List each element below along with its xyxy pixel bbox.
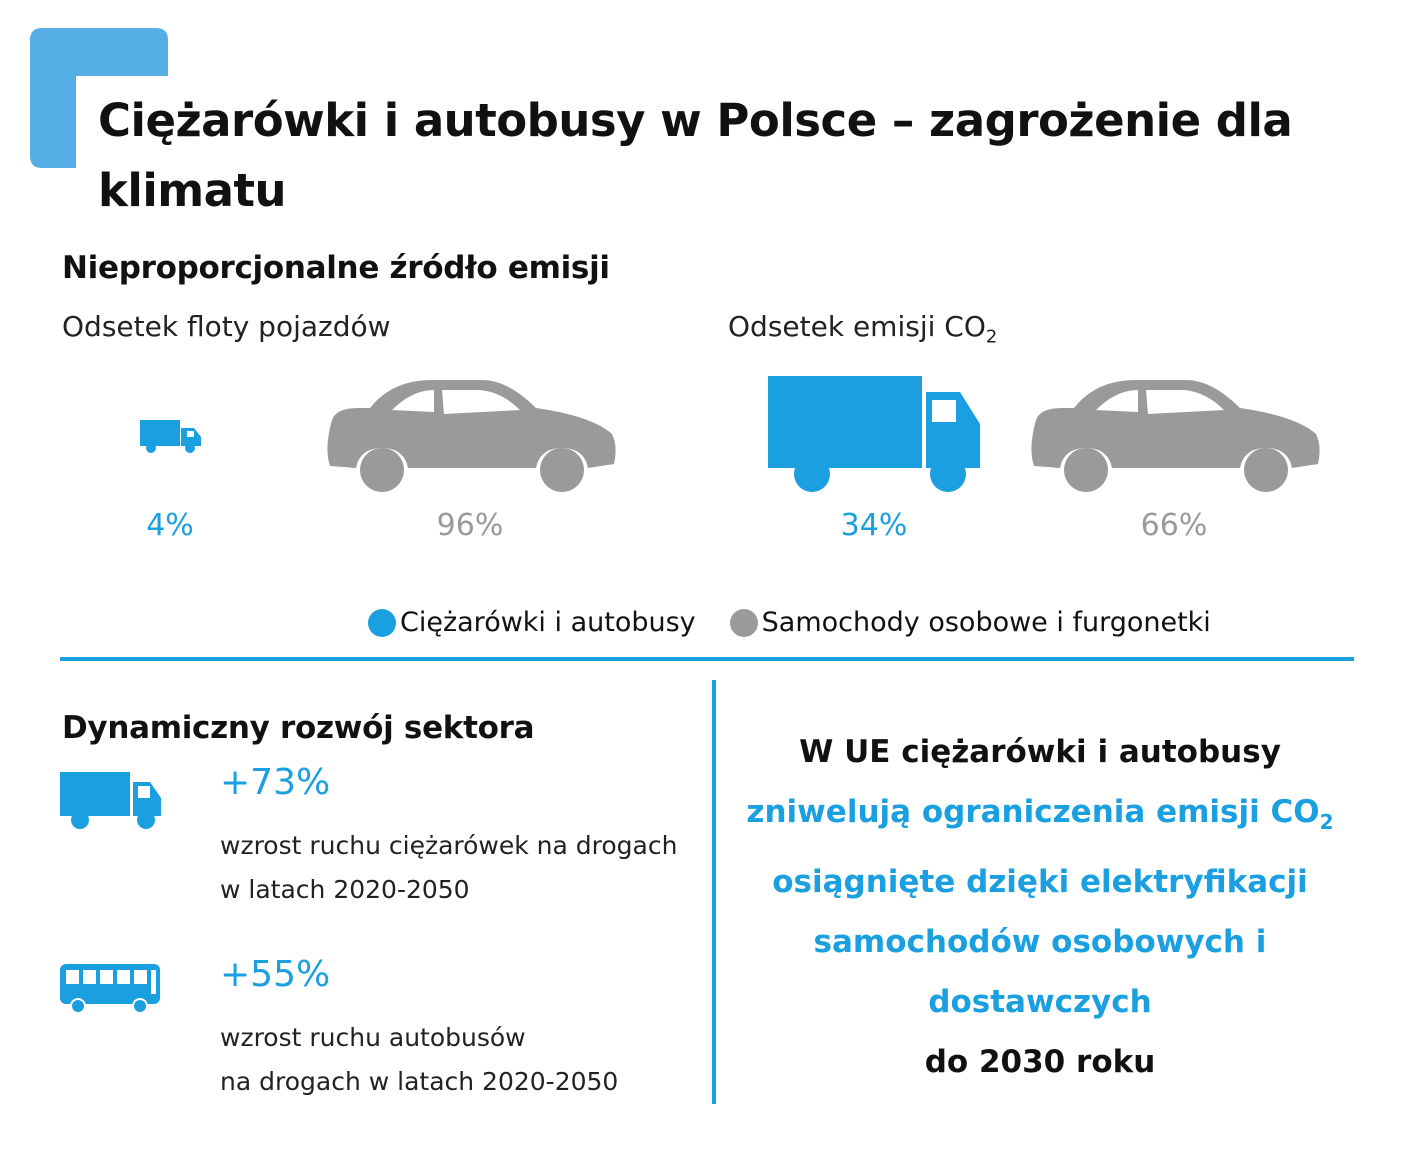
eu-statement-line3: osiągnięte dzięki elektryfikacji bbox=[772, 864, 1308, 901]
eu-statement-line5: dostawczych bbox=[928, 984, 1152, 1021]
corner-bracket-decoration bbox=[30, 28, 168, 168]
fleet-share-label: Odsetek floty pojazdów bbox=[62, 310, 391, 343]
eu-statement-line6: do 2030 roku bbox=[924, 1044, 1156, 1081]
small-truck-icon bbox=[140, 420, 201, 453]
large-truck-icon bbox=[768, 376, 980, 492]
fleet-cars-percent: 96% bbox=[436, 508, 504, 543]
eu-statement-line1: W UE ciężarówki i autobusy bbox=[799, 734, 1281, 770]
legend-label-trucks: Ciężarówki i autobusy bbox=[400, 607, 696, 638]
section-heading-sector-growth: Dynamiczny rozwój sektora bbox=[62, 710, 535, 746]
eu-statement-line2: zniwelują ograniczenia emisji CO2 bbox=[746, 794, 1334, 835]
section-heading-emission-source: Nieproporcjonalne źródło emisji bbox=[62, 250, 610, 286]
legend-dot-cars bbox=[729, 608, 758, 637]
truck-growth-value: +73% bbox=[220, 762, 331, 803]
page-title: Ciężarówki i autobusy w Polsce – zagroże… bbox=[98, 94, 1293, 217]
bus-growth-description: wzrost ruchu autobusów na drogach w lata… bbox=[220, 1023, 619, 1096]
horizontal-divider bbox=[60, 657, 1354, 661]
bus-growth-icon bbox=[60, 964, 160, 1014]
legend-label-cars: Samochody osobowe i furgonetki bbox=[761, 607, 1211, 638]
bus-growth-value: +55% bbox=[220, 954, 331, 995]
car-fleet-icon bbox=[327, 380, 616, 492]
emission-share-label: Odsetek emisji CO2 bbox=[728, 310, 998, 348]
truck-growth-description: wzrost ruchu ciężarówek na drogach w lat… bbox=[220, 831, 678, 904]
legend-dot-trucks bbox=[368, 608, 396, 637]
emission-trucks-percent: 34% bbox=[840, 508, 908, 543]
legend: Ciężarówki i autobusy Samochody osobowe … bbox=[368, 607, 1211, 638]
eu-statement-line4: samochodów osobowych i bbox=[813, 924, 1267, 961]
fleet-trucks-percent: 4% bbox=[146, 508, 194, 543]
eu-statement: W UE ciężarówki i autobusy zniwelują ogr… bbox=[730, 722, 1350, 1092]
truck-growth-icon bbox=[60, 772, 161, 829]
vertical-divider bbox=[712, 680, 716, 1104]
emission-cars-percent: 66% bbox=[1140, 508, 1208, 543]
car-emission-icon bbox=[1031, 380, 1320, 492]
